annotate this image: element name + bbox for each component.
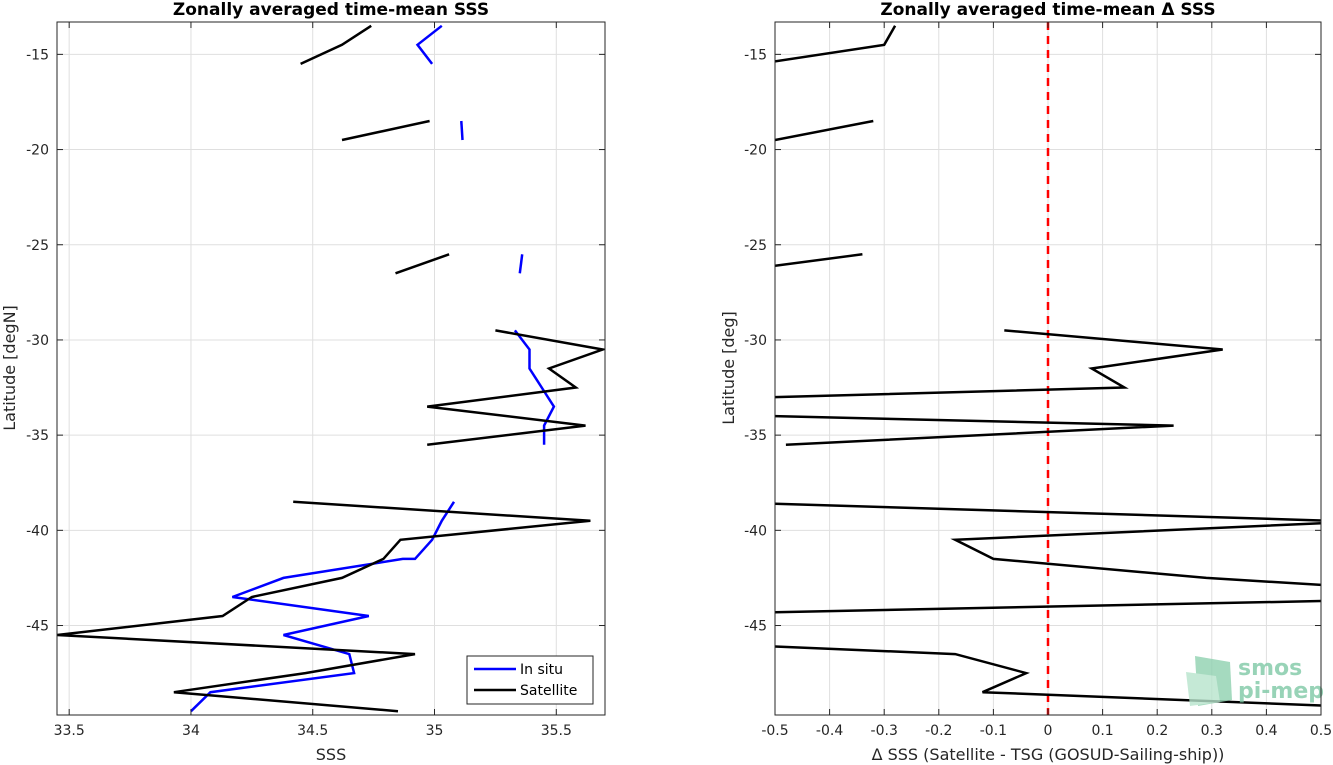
left-in-situ-line bbox=[460, 120, 464, 141]
left-y-tick-label: -40 bbox=[26, 523, 49, 539]
left-y-tick-label: -20 bbox=[26, 143, 49, 159]
logo-text-pimep: pi-mep bbox=[1238, 679, 1324, 704]
left-x-tick-label: 34.5 bbox=[297, 723, 328, 739]
left-in-situ-line bbox=[518, 254, 524, 274]
right-ticks: -0.5 -0.4 -0.3 -0.2 -0.1 0 0.1 0.2 0.3 0.4 0.5 -15 -… bbox=[744, 22, 1332, 739]
right-y-tick-label: -35 bbox=[744, 428, 767, 444]
left-y-tick-label: -35 bbox=[26, 428, 49, 444]
left-x-tick-label: 34 bbox=[182, 723, 200, 739]
left-in-situ-line bbox=[190, 501, 456, 713]
right-x-tick-label: 0.3 bbox=[1201, 723, 1223, 739]
left-satellite-line bbox=[341, 119, 430, 142]
right-series-0-line bbox=[775, 502, 1321, 522]
left-y-axis-label: Latitude [degN] bbox=[0, 305, 19, 431]
right-x-tick-label: 0.2 bbox=[1146, 723, 1168, 739]
right-y-tick-label: -30 bbox=[744, 333, 767, 349]
left-y-tick-label: -45 bbox=[26, 619, 49, 635]
right-series-0-line bbox=[775, 414, 1174, 446]
left-x-tick-label: 35 bbox=[426, 723, 444, 739]
right-y-tick-label: -25 bbox=[744, 238, 767, 254]
left-satellite-line bbox=[427, 329, 605, 446]
right-x-tick-label: -0.1 bbox=[980, 723, 1007, 739]
right-y-tick-label: -40 bbox=[744, 523, 767, 539]
left-y-tick-label: -25 bbox=[26, 238, 49, 254]
left-x-tick-label: 33.5 bbox=[54, 723, 85, 739]
right-chart-title: Zonally averaged time-mean Δ SSS bbox=[880, 0, 1215, 20]
legend-label-in-situ: In situ bbox=[520, 662, 563, 678]
left-series-group bbox=[57, 24, 605, 713]
left-panel: 33.5 34 34.5 35 35.5 -15 -20 -25 -30 -35 -40 -45 Zo… bbox=[0, 0, 606, 764]
right-x-tick-label: -0.2 bbox=[925, 723, 952, 739]
right-x-axis-label: Δ SSS (Satellite - TSG (GOSUD-Sailing-sh… bbox=[872, 745, 1225, 764]
right-series-0-line bbox=[775, 645, 1321, 707]
left-in-situ-line bbox=[415, 24, 443, 65]
right-series-0-line bbox=[950, 521, 1321, 587]
right-y-tick-label: -20 bbox=[744, 143, 767, 159]
left-satellite-line bbox=[395, 253, 450, 275]
right-x-tick-label: 0 bbox=[1044, 723, 1053, 739]
right-x-tick-label: -0.3 bbox=[871, 723, 898, 739]
right-x-tick-label: 0.5 bbox=[1310, 723, 1332, 739]
right-panel: smos pi-mep -0.5 -0.4 -0.3 -0.2 -0.1 0 0.1 0.2 0… bbox=[719, 0, 1332, 764]
right-x-tick-label: 0.1 bbox=[1091, 723, 1113, 739]
right-x-tick-label: -0.4 bbox=[816, 723, 843, 739]
right-series-group bbox=[775, 25, 1321, 707]
left-ticks: 33.5 34 34.5 35 35.5 -15 -20 -25 -30 -35 -40 -45 bbox=[26, 22, 605, 739]
right-series-0-line bbox=[775, 253, 863, 267]
left-plot-area bbox=[57, 22, 605, 715]
left-x-tick-label: 35.5 bbox=[541, 723, 572, 739]
legend: In situ Satellite bbox=[466, 655, 594, 705]
right-series-0-line bbox=[775, 25, 897, 63]
right-series-0-line bbox=[775, 119, 874, 142]
right-y-tick-label: -45 bbox=[744, 619, 767, 635]
left-chart-title: Zonally averaged time-mean SSS bbox=[173, 0, 489, 20]
legend-box bbox=[466, 655, 594, 705]
left-y-tick-label: -15 bbox=[26, 47, 49, 63]
smos-pimep-logo: smos pi-mep bbox=[1186, 656, 1324, 706]
left-satellite-line bbox=[57, 500, 591, 713]
left-axes-box bbox=[56, 21, 606, 716]
right-series-0-line bbox=[775, 599, 1321, 614]
right-series-0-line bbox=[775, 329, 1223, 399]
left-x-axis-label: SSS bbox=[316, 745, 346, 764]
right-y-tick-label: -15 bbox=[744, 47, 767, 63]
logo-emblem-front bbox=[1186, 672, 1220, 706]
right-y-axis-label: Latitude [deg] bbox=[719, 311, 738, 425]
right-x-tick-label: 0.4 bbox=[1255, 723, 1277, 739]
right-grid bbox=[774, 22, 1322, 715]
legend-label-satellite: Satellite bbox=[520, 683, 577, 699]
left-y-tick-label: -30 bbox=[26, 333, 49, 349]
left-satellite-line bbox=[300, 24, 372, 66]
logo-text-smos: smos bbox=[1238, 656, 1302, 681]
right-x-tick-label: -0.5 bbox=[761, 723, 788, 739]
left-in-situ-line bbox=[513, 329, 556, 445]
